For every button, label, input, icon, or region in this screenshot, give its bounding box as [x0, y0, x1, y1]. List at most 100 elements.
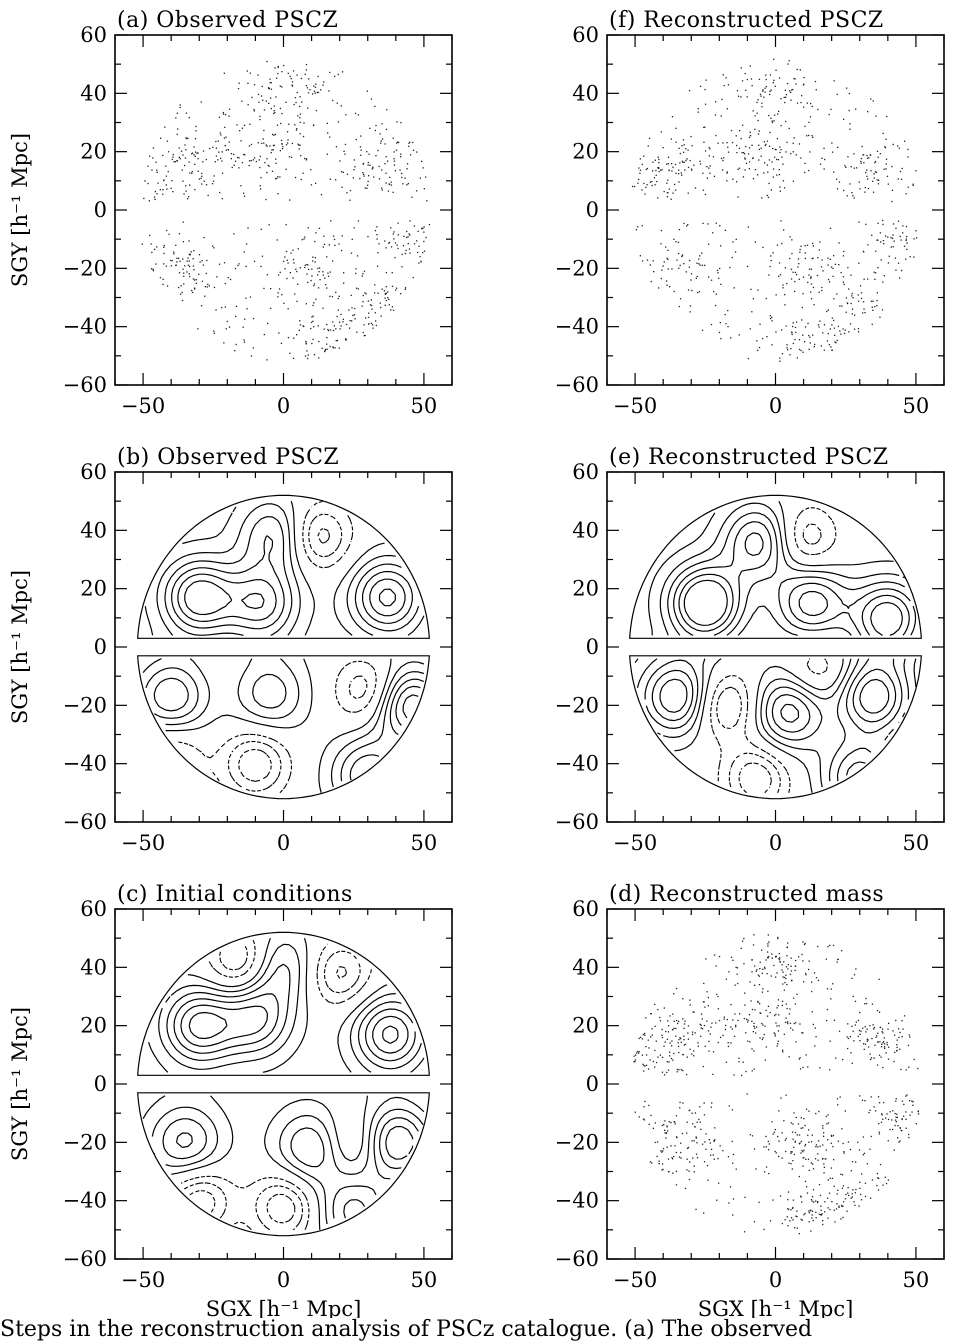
data-point — [899, 277, 901, 279]
data-point — [395, 149, 398, 151]
data-point — [798, 263, 800, 265]
data-point — [778, 952, 780, 955]
data-point — [765, 1009, 767, 1011]
data-point — [768, 114, 770, 117]
data-point — [901, 269, 903, 272]
data-point — [873, 271, 875, 273]
data-point — [678, 147, 680, 149]
data-point — [804, 972, 807, 975]
data-point — [364, 187, 366, 189]
data-point — [886, 175, 889, 177]
data-point — [657, 166, 660, 169]
data-point — [745, 162, 748, 164]
data-point — [798, 1233, 800, 1235]
data-point — [848, 331, 850, 333]
data-point — [767, 945, 769, 947]
data-point — [792, 151, 794, 153]
contour-solid — [683, 579, 903, 714]
data-point — [303, 325, 305, 328]
data-point — [803, 1118, 805, 1120]
data-point — [366, 90, 368, 92]
data-point — [219, 132, 221, 134]
data-point — [767, 1140, 769, 1143]
data-layer — [629, 494, 922, 800]
data-point — [699, 160, 701, 162]
data-point — [743, 153, 746, 155]
data-point — [793, 997, 795, 999]
data-point — [233, 153, 235, 155]
data-point — [732, 1162, 734, 1164]
data-point — [764, 1059, 766, 1061]
data-point — [912, 1101, 914, 1103]
data-point — [268, 224, 270, 226]
data-point — [243, 341, 246, 343]
data-point — [814, 1027, 816, 1029]
data-point — [677, 1042, 679, 1044]
data-point — [884, 1047, 886, 1049]
data-point — [655, 174, 657, 176]
data-point — [221, 151, 223, 153]
data-point — [777, 937, 779, 940]
data-point — [297, 283, 299, 285]
data-point — [393, 160, 396, 162]
data-point — [896, 1113, 898, 1115]
data-point — [773, 1131, 775, 1133]
data-point — [154, 198, 156, 201]
data-point — [679, 1037, 681, 1039]
data-point — [901, 167, 903, 170]
data-point — [717, 1041, 719, 1044]
data-point — [770, 189, 772, 191]
data-point — [674, 1145, 676, 1147]
data-point — [905, 239, 907, 242]
data-point — [830, 998, 832, 1000]
data-point — [815, 1036, 817, 1038]
data-point — [783, 229, 785, 231]
data-point — [187, 137, 189, 139]
contour-dashed — [176, 500, 377, 794]
data-point — [156, 169, 158, 171]
data-point — [808, 121, 810, 123]
data-point — [825, 958, 827, 960]
data-point — [696, 1121, 698, 1123]
data-point — [885, 158, 888, 160]
data-point — [783, 1033, 785, 1035]
data-point — [818, 1184, 821, 1186]
data-point — [658, 170, 660, 173]
data-point — [843, 118, 845, 120]
data-point — [756, 101, 758, 104]
data-point — [748, 1014, 751, 1016]
data-point — [815, 1211, 817, 1213]
data-point — [333, 325, 335, 327]
data-point — [827, 278, 830, 281]
data-point — [677, 241, 680, 243]
data-point — [324, 277, 326, 279]
data-point — [833, 1185, 835, 1187]
data-point — [285, 101, 287, 103]
data-point — [661, 169, 663, 171]
data-point — [865, 997, 867, 1000]
data-point — [804, 252, 806, 254]
data-point — [784, 294, 786, 296]
data-point — [834, 1221, 836, 1223]
data-point — [324, 349, 326, 352]
survey-boundary-north — [137, 494, 430, 639]
data-point — [757, 349, 759, 351]
data-point — [750, 1000, 752, 1002]
data-point — [704, 193, 707, 196]
data-point — [713, 1158, 715, 1160]
data-point — [897, 178, 899, 180]
data-point — [378, 165, 380, 168]
data-point — [803, 1149, 805, 1151]
data-point — [775, 294, 777, 296]
data-point — [866, 157, 869, 159]
data-point — [815, 1200, 817, 1202]
data-point — [839, 330, 841, 332]
data-point — [409, 252, 411, 254]
data-point — [775, 149, 777, 151]
contour-dashed — [738, 762, 772, 794]
data-point — [660, 169, 662, 171]
data-point — [784, 101, 786, 104]
data-point — [900, 1129, 902, 1132]
data-point — [177, 257, 180, 259]
data-point — [687, 192, 689, 194]
